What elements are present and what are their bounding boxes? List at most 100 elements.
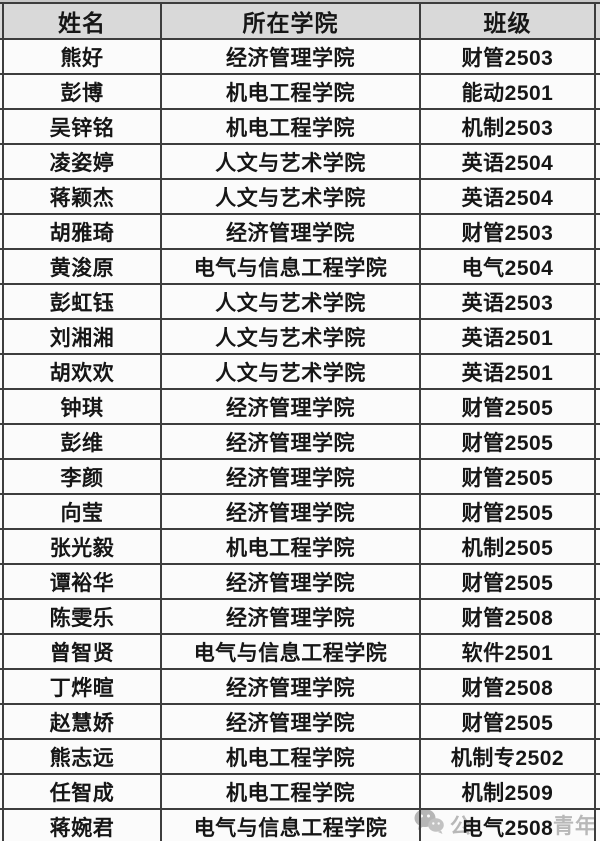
cell-college: 经济管理学院 — [160, 668, 421, 705]
cropped-left-cell — [0, 283, 4, 320]
cropped-left-cell — [0, 108, 4, 145]
column-header-college: 所在学院 — [160, 2, 421, 40]
table-row: 胡欢欢 人文与艺术学院 英语2501 — [0, 353, 600, 390]
cropped-right-cell — [594, 248, 600, 285]
table-row: 黄浚原 电气与信息工程学院 电气2504 — [0, 248, 600, 285]
cell-class: 财管2505 — [419, 493, 596, 530]
table-row: 胡雅琦 经济管理学院 财管2503 — [0, 213, 600, 250]
cropped-left-cell — [0, 318, 4, 355]
cropped-left-cell — [0, 458, 4, 495]
cell-name: 赵慧娇 — [2, 703, 162, 740]
cell-name: 胡欢欢 — [2, 353, 162, 390]
cell-class: 财管2505 — [419, 458, 596, 495]
cell-college: 经济管理学院 — [160, 38, 421, 75]
cropped-left-cell — [0, 703, 4, 740]
cropped-left-cell — [0, 388, 4, 425]
cell-college: 机电工程学院 — [160, 528, 421, 565]
cell-name: 彭虹钰 — [2, 283, 162, 320]
cropped-left-cell — [0, 2, 4, 40]
cell-class: 机制2503 — [419, 108, 596, 145]
cropped-left-cell — [0, 423, 4, 460]
table-row: 任智成 机电工程学院 机制2509 — [0, 773, 600, 810]
cell-class: 电气2508 — [419, 808, 596, 841]
cell-college: 经济管理学院 — [160, 703, 421, 740]
table-row: 谭裕华 经济管理学院 财管2505 — [0, 563, 600, 600]
cropped-right-cell — [594, 143, 600, 180]
cropped-left-cell — [0, 633, 4, 670]
cropped-right-cell — [594, 563, 600, 600]
cell-class: 机制专2502 — [419, 738, 596, 775]
cell-college: 经济管理学院 — [160, 423, 421, 460]
table-row: 刘湘湘 人文与艺术学院 英语2501 — [0, 318, 600, 355]
cell-college: 机电工程学院 — [160, 738, 421, 775]
cell-college: 经济管理学院 — [160, 458, 421, 495]
cell-college: 机电工程学院 — [160, 73, 421, 110]
cropped-right-cell — [594, 283, 600, 320]
cell-college: 人文与艺术学院 — [160, 353, 421, 390]
cell-name: 向莹 — [2, 493, 162, 530]
table-row: 凌姿婷 人文与艺术学院 英语2504 — [0, 143, 600, 180]
cell-name: 刘湘湘 — [2, 318, 162, 355]
cell-name: 蒋婉君 — [2, 808, 162, 841]
cropped-left-cell — [0, 668, 4, 705]
cropped-right-cell — [594, 108, 600, 145]
cropped-right-cell — [594, 598, 600, 635]
cell-name: 谭裕华 — [2, 563, 162, 600]
cropped-right-cell — [594, 528, 600, 565]
cropped-left-cell — [0, 73, 4, 110]
cropped-right-cell — [594, 668, 600, 705]
cell-name: 吴锌铭 — [2, 108, 162, 145]
top-edge-strip — [0, 0, 600, 2]
cell-class: 英语2504 — [419, 178, 596, 215]
cell-class: 财管2505 — [419, 388, 596, 425]
cell-name: 熊好 — [2, 38, 162, 75]
cropped-right-cell — [594, 493, 600, 530]
cropped-right-cell — [594, 423, 600, 460]
cropped-right-cell — [594, 738, 600, 775]
table-row: 丁烨暄 经济管理学院 财管2508 — [0, 668, 600, 705]
cell-class: 英语2501 — [419, 353, 596, 390]
cropped-right-cell — [594, 178, 600, 215]
table-row: 蒋婉君 电气与信息工程学院 电气2508 — [0, 808, 600, 841]
cell-class: 英语2501 — [419, 318, 596, 355]
cell-college: 经济管理学院 — [160, 563, 421, 600]
cell-name: 任智成 — [2, 773, 162, 810]
cropped-left-cell — [0, 143, 4, 180]
cropped-left-cell — [0, 38, 4, 75]
cell-class: 财管2503 — [419, 38, 596, 75]
cropped-right-cell — [594, 318, 600, 355]
cell-name: 钟琪 — [2, 388, 162, 425]
cell-class: 财管2505 — [419, 563, 596, 600]
cropped-right-cell — [594, 2, 600, 40]
cell-name: 曾智贤 — [2, 633, 162, 670]
cropped-left-cell — [0, 563, 4, 600]
cropped-left-cell — [0, 738, 4, 775]
cropped-left-cell — [0, 808, 4, 841]
cell-class: 财管2505 — [419, 703, 596, 740]
column-header-name: 姓名 — [2, 2, 162, 40]
cell-class: 机制2505 — [419, 528, 596, 565]
cell-name: 李颜 — [2, 458, 162, 495]
table-row: 彭维 经济管理学院 财管2505 — [0, 423, 600, 460]
cell-name: 胡雅琦 — [2, 213, 162, 250]
cell-college: 电气与信息工程学院 — [160, 248, 421, 285]
cell-class: 财管2508 — [419, 668, 596, 705]
cropped-left-cell — [0, 773, 4, 810]
table-row: 钟琪 经济管理学院 财管2505 — [0, 388, 600, 425]
cell-college: 经济管理学院 — [160, 493, 421, 530]
cell-class: 财管2503 — [419, 213, 596, 250]
table-row: 熊志远 机电工程学院 机制专2502 — [0, 738, 600, 775]
cropped-left-cell — [0, 248, 4, 285]
table-row: 吴锌铭 机电工程学院 机制2503 — [0, 108, 600, 145]
table-row: 向莹 经济管理学院 财管2505 — [0, 493, 600, 530]
table-row: 张光毅 机电工程学院 机制2505 — [0, 528, 600, 565]
cell-name: 凌姿婷 — [2, 143, 162, 180]
cell-name: 蒋颖杰 — [2, 178, 162, 215]
cropped-left-cell — [0, 178, 4, 215]
cropped-left-cell — [0, 353, 4, 390]
cell-class: 能动2501 — [419, 73, 596, 110]
cropped-right-cell — [594, 213, 600, 250]
cell-college: 机电工程学院 — [160, 773, 421, 810]
cell-class: 英语2503 — [419, 283, 596, 320]
